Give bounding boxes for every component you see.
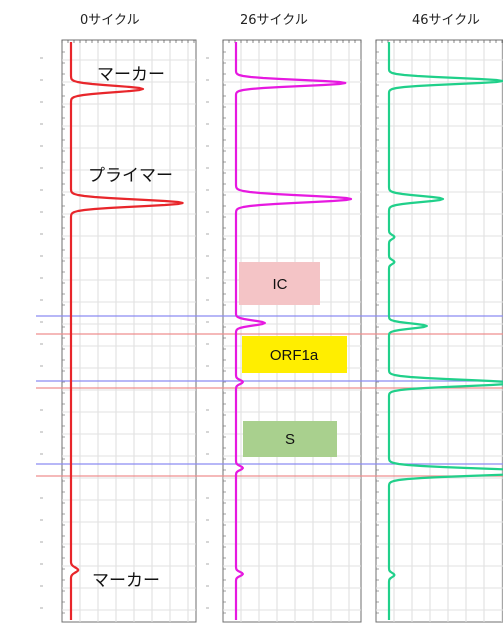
panel-title-1: 26サイクル xyxy=(240,13,308,28)
panel-frame-0 xyxy=(61,39,197,623)
region-label-orf1a: ORF1a xyxy=(270,347,319,364)
panel-title-0: 0サイクル xyxy=(80,13,140,28)
region-label-s: S xyxy=(285,431,295,448)
trace-series-2 xyxy=(387,41,503,621)
trace-series-1 xyxy=(234,41,353,621)
annotation-marker-top: マーカー xyxy=(97,65,165,85)
annotation-marker-bottom: マーカー xyxy=(92,571,160,591)
region-label-ic: IC xyxy=(273,276,288,293)
annotation-primer: プライマー xyxy=(88,166,173,186)
region-box-orf1a xyxy=(242,336,347,373)
trace-series-0 xyxy=(69,41,184,621)
panel-frame-1 xyxy=(222,39,362,623)
traces-layer xyxy=(69,41,503,621)
panels-layer xyxy=(40,39,503,623)
region-box-ic xyxy=(239,262,320,305)
region-box-s xyxy=(243,421,337,457)
panel-title-2: 46サイクル xyxy=(412,13,480,28)
